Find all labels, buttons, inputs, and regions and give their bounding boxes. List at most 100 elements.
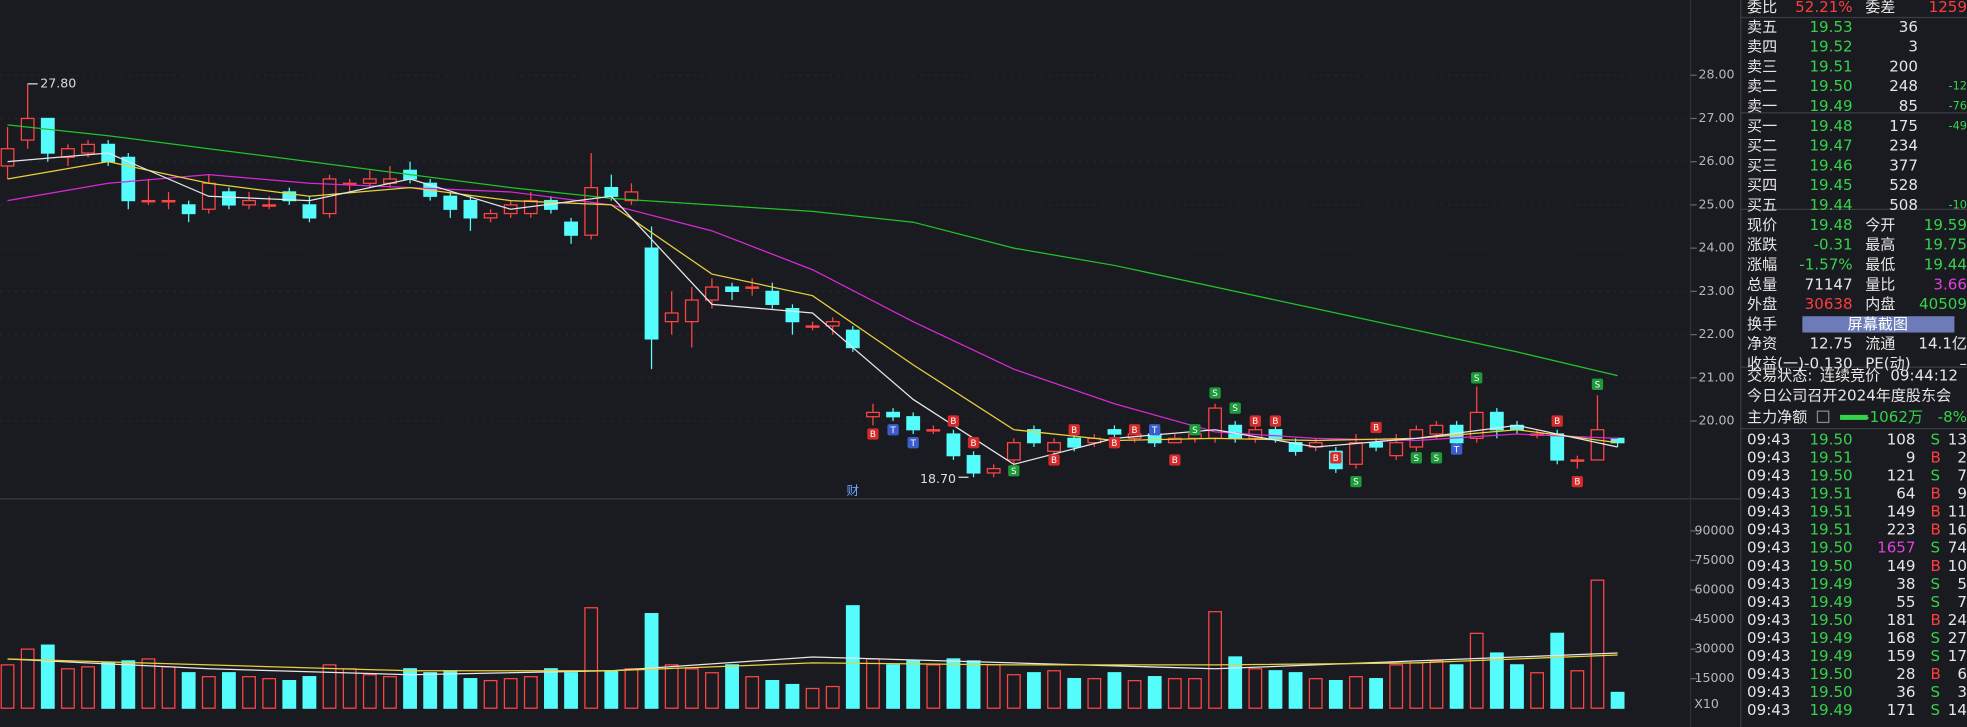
volume-bar: [20, 648, 35, 709]
trade-count: 10: [1948, 557, 1967, 575]
volume-bar: [765, 679, 780, 709]
trade-volume: 28: [1896, 665, 1915, 683]
quote-value: 12.75: [1809, 335, 1852, 353]
volume-bar: [1228, 656, 1243, 709]
quote-label: 净资: [1747, 335, 1777, 353]
candle-body: [362, 178, 377, 184]
book-price: 19.48: [1809, 117, 1852, 135]
candle-body: [1288, 442, 1303, 452]
book-label: 卖四: [1747, 38, 1777, 56]
trade-time: 09:43: [1747, 503, 1790, 521]
signal-badge: [1269, 415, 1282, 427]
volume-bar: [201, 676, 216, 709]
book-price: 19.51: [1809, 57, 1852, 75]
trade-side: S: [1931, 647, 1941, 665]
signal-badge: [1189, 424, 1201, 436]
signal-label: B: [1373, 424, 1379, 434]
trade-volume: 168: [1887, 629, 1916, 647]
book-volume: 248: [1889, 77, 1918, 95]
volume-bar: [61, 668, 75, 709]
volume-bar: [503, 678, 518, 709]
signal-badge: [1450, 443, 1463, 455]
book-price: 19.52: [1809, 38, 1852, 56]
y-tick-label: 30000: [1695, 641, 1735, 656]
candle-body: [805, 325, 820, 328]
trade-volume: 64: [1896, 485, 1915, 503]
book-price: 19.50: [1809, 77, 1852, 95]
candle-body: [1107, 429, 1122, 435]
signal-badge: [1350, 475, 1362, 488]
book-volume: 85: [1899, 97, 1918, 115]
volume-bar: [1268, 670, 1283, 709]
quote-label: 涨跌: [1747, 236, 1777, 254]
candle-body: [866, 411, 880, 418]
signal-badge: [1048, 454, 1060, 466]
moving-average: [7, 124, 1618, 377]
volume-bar: [544, 668, 558, 709]
candle-body: [986, 467, 1001, 474]
trade-side: B: [1931, 665, 1941, 683]
flow-label: 主力净额: [1747, 408, 1807, 426]
volume-bar: [785, 683, 800, 709]
quote-value: 40509: [1919, 295, 1967, 313]
signal-label: S: [1414, 454, 1420, 464]
volume-bar: [705, 672, 719, 709]
candle-body: [906, 416, 921, 431]
signal-label: T: [889, 426, 896, 436]
y-tick-label: 15000: [1695, 670, 1735, 685]
trade-count: 24: [1948, 611, 1967, 629]
volume-bar: [684, 668, 699, 709]
trade-side: S: [1931, 539, 1941, 557]
volume-bar: [1328, 679, 1343, 709]
volume-bar: [222, 672, 236, 709]
trade-price: 19.50: [1809, 683, 1852, 701]
book-volume: 3: [1908, 38, 1918, 56]
y-tick-label: 28.00: [1699, 67, 1735, 82]
volume-bar: [604, 670, 619, 709]
volume-bar: [282, 679, 297, 709]
trade-count: 13: [1948, 430, 1967, 448]
candle-body: [483, 212, 498, 219]
event-marker: 财: [847, 483, 860, 498]
trade-volume: 223: [1887, 521, 1916, 539]
trade-time: 09:43: [1747, 701, 1790, 719]
volume-bar: [81, 666, 95, 709]
volume-bar: [1087, 678, 1102, 709]
book-label: 卖一: [1747, 97, 1777, 115]
status-label: 交易状态:: [1747, 367, 1812, 385]
volume-bar: [1107, 672, 1122, 709]
book-price: 19.47: [1809, 137, 1852, 155]
book-change: -10: [1949, 199, 1967, 212]
signal-label: S: [1232, 404, 1238, 414]
signal-label: B: [950, 417, 956, 427]
quote-value: -0.130: [1804, 355, 1853, 373]
candle-body: [845, 329, 860, 349]
signal-badge: [1149, 424, 1161, 436]
y-tick-label: 21.00: [1699, 369, 1735, 384]
book-change: -49: [1949, 119, 1967, 132]
candle-body: [242, 199, 256, 206]
trade-side: S: [1931, 593, 1941, 611]
trade-price: 19.49: [1809, 647, 1852, 665]
trade-price: 19.49: [1809, 629, 1852, 647]
book-price: 19.45: [1809, 176, 1852, 194]
trade-time: 09:43: [1747, 521, 1790, 539]
signal-label: S: [1192, 426, 1198, 436]
notice: 今日公司召开2024年度股东会: [1747, 387, 1951, 405]
signal-label: B: [1172, 456, 1178, 466]
candle-body: [664, 312, 679, 323]
volume-bar: [1429, 660, 1444, 709]
volume-bar: [1147, 676, 1162, 709]
volume-bar: [664, 664, 679, 709]
label: 委比: [1747, 0, 1777, 16]
book-label: 买五: [1747, 196, 1777, 214]
book-label: 买一: [1747, 117, 1777, 135]
signal-badge: [1571, 475, 1583, 488]
volume-bar: [322, 664, 337, 709]
trade-count: 74: [1948, 539, 1967, 557]
candle-body: [926, 429, 941, 432]
candle-body: [121, 156, 136, 202]
volume-bar: [403, 668, 417, 709]
signal-label: S: [1434, 454, 1440, 464]
